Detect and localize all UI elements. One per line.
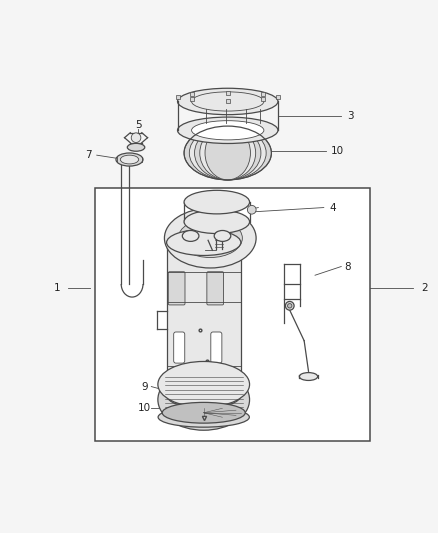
Circle shape xyxy=(247,205,256,214)
Ellipse shape xyxy=(200,126,256,180)
Ellipse shape xyxy=(120,155,139,164)
Ellipse shape xyxy=(158,369,250,430)
Ellipse shape xyxy=(191,92,264,111)
Text: 5: 5 xyxy=(135,119,141,130)
Circle shape xyxy=(286,302,294,310)
Ellipse shape xyxy=(194,126,261,180)
Ellipse shape xyxy=(184,126,272,180)
Ellipse shape xyxy=(299,373,318,381)
Text: 1: 1 xyxy=(54,284,61,293)
FancyBboxPatch shape xyxy=(174,332,185,363)
Text: 4: 4 xyxy=(329,203,336,213)
Ellipse shape xyxy=(166,230,241,255)
Ellipse shape xyxy=(178,219,242,257)
Ellipse shape xyxy=(158,361,250,407)
Ellipse shape xyxy=(127,143,145,151)
Text: 10: 10 xyxy=(138,403,152,414)
Ellipse shape xyxy=(189,126,266,180)
Ellipse shape xyxy=(177,117,278,143)
Ellipse shape xyxy=(158,407,249,427)
Text: 8: 8 xyxy=(345,262,351,271)
Ellipse shape xyxy=(182,230,199,241)
Circle shape xyxy=(288,304,292,308)
Ellipse shape xyxy=(184,190,250,214)
Text: 7: 7 xyxy=(85,150,92,160)
Ellipse shape xyxy=(191,120,264,140)
Text: 10: 10 xyxy=(330,146,343,156)
Text: 3: 3 xyxy=(346,111,353,121)
Circle shape xyxy=(131,133,141,142)
FancyBboxPatch shape xyxy=(207,272,223,305)
Ellipse shape xyxy=(205,126,251,180)
Ellipse shape xyxy=(177,88,278,115)
Ellipse shape xyxy=(184,210,250,233)
Text: 9: 9 xyxy=(141,382,148,392)
FancyBboxPatch shape xyxy=(211,332,222,363)
Ellipse shape xyxy=(116,153,143,166)
FancyBboxPatch shape xyxy=(168,272,185,305)
Text: 2: 2 xyxy=(421,284,427,293)
Bar xyxy=(95,188,370,441)
Ellipse shape xyxy=(214,230,231,241)
Ellipse shape xyxy=(164,208,256,268)
Ellipse shape xyxy=(166,382,241,408)
Bar xyxy=(166,243,241,395)
Ellipse shape xyxy=(162,402,245,423)
